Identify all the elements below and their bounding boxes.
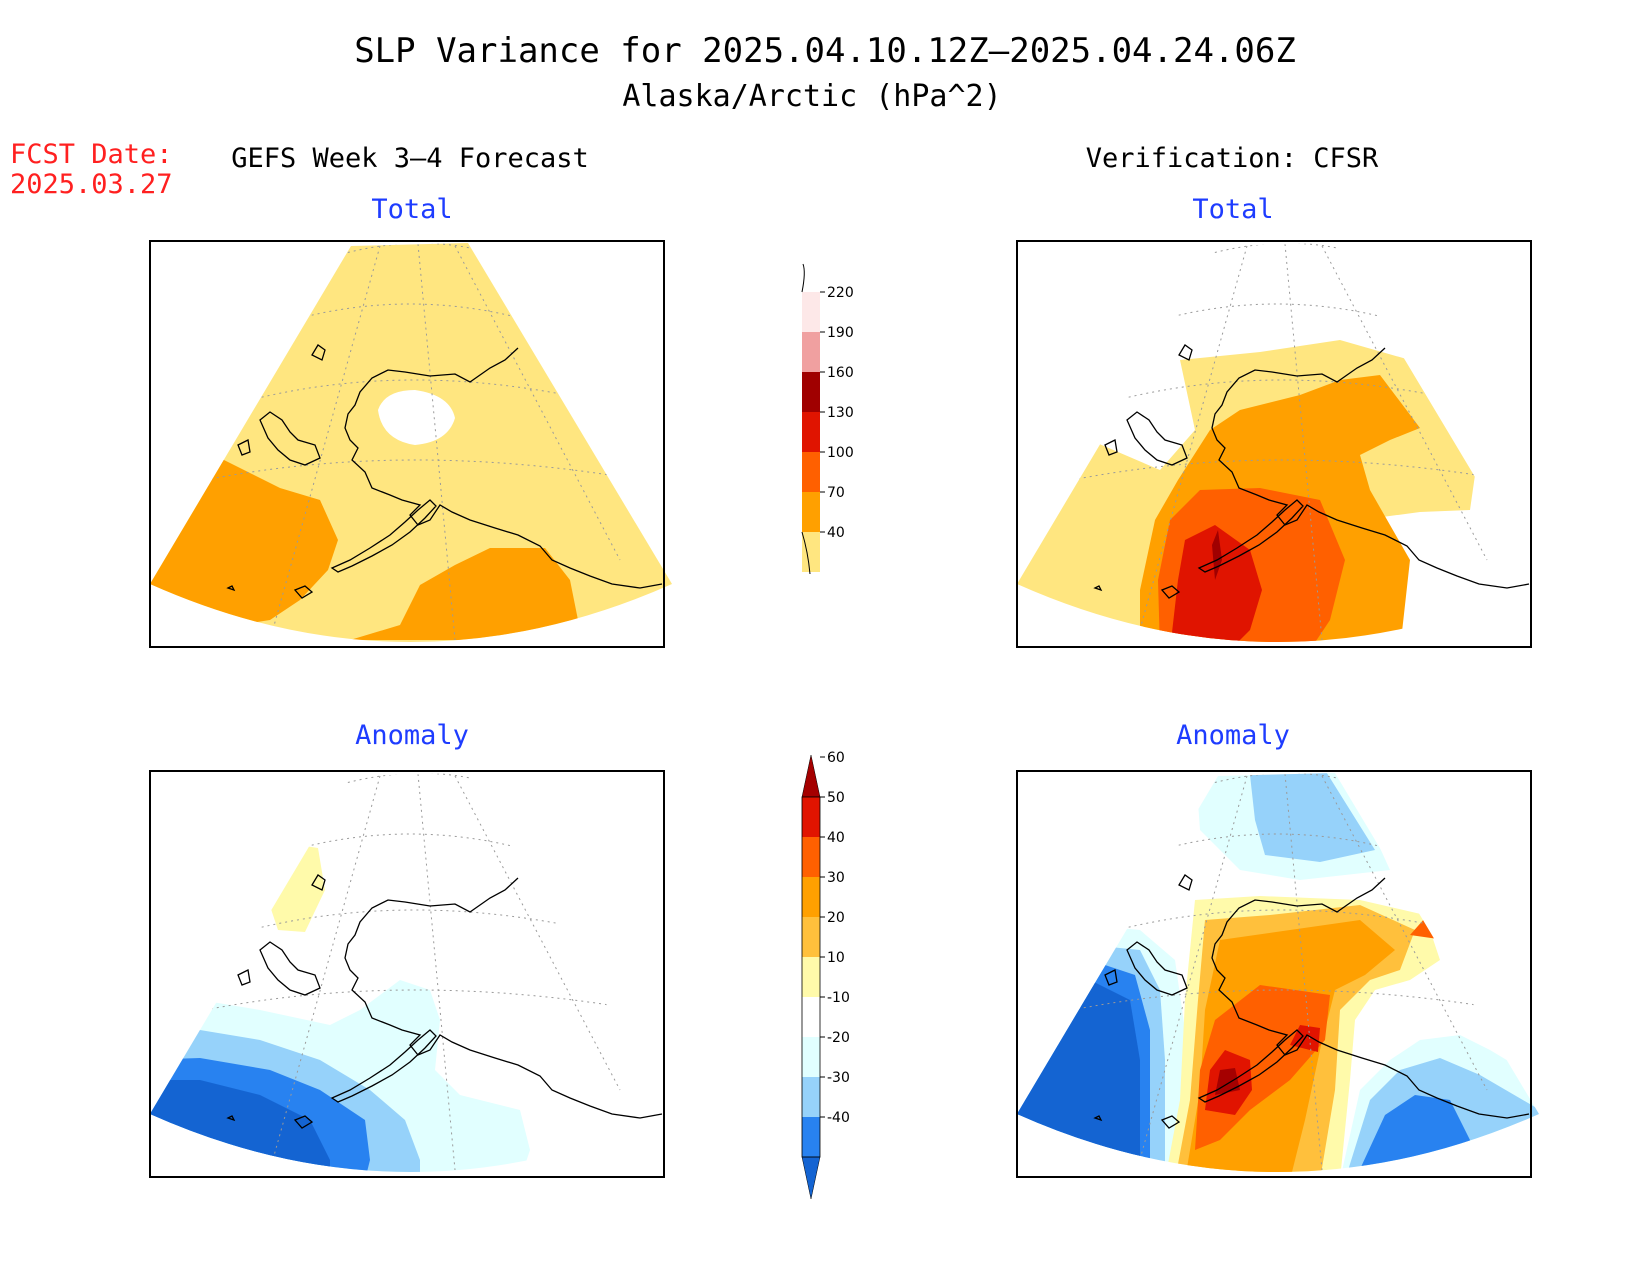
panel-verification-anomaly: [1016, 770, 1539, 1178]
total-colorbar: 40 70 100 130 160 190 220: [801, 263, 854, 575]
total-colorbar-tick-label: 100: [827, 445, 854, 461]
total-colorbar-tick-label: 70: [827, 485, 845, 501]
panel-title-tr: Total: [1192, 194, 1273, 225]
total-colorbar-swatch: [802, 532, 820, 572]
anomaly-colorbar-tick-label: -30: [827, 1070, 850, 1086]
fcst-date: 2025.03.27: [10, 169, 173, 200]
total-colorbar-swatch: [802, 452, 820, 492]
anomaly-colorbar-swatch: [802, 957, 820, 997]
total-colorbar-swatch: [802, 492, 820, 532]
anomaly-colorbar-end-bottom: [801, 1156, 821, 1200]
anomaly-colorbar-swatch: [802, 917, 820, 957]
anomaly-colorbar: -40 -30 -20 -10 10 20 30 40 50 60: [801, 750, 850, 1200]
total-colorbar-swatch: [802, 292, 820, 332]
anomaly-colorbar-tick-label: 10: [827, 950, 845, 966]
anomaly-colorbar-tick-label: 40: [827, 830, 845, 846]
anomaly-colorbar-swatch: [802, 1077, 820, 1117]
map-frame: [1016, 770, 1532, 1178]
anomaly-colorbar-tick-label: 30: [827, 870, 845, 886]
panel-title-bl: Anomaly: [355, 720, 469, 751]
anomaly-colorbar-tick-label: -10: [827, 990, 850, 1006]
total-colorbar-swatch: [802, 332, 820, 372]
left-header: GEFS Week 3–4 Forecast: [231, 143, 589, 174]
anomaly-colorbar-swatch: [802, 1117, 820, 1157]
fcst-label: FCST Date:: [10, 139, 173, 170]
total-colorbar-tick-label: 190: [827, 325, 854, 341]
anomaly-colorbar-swatch: [802, 877, 820, 917]
map-frame: [1016, 240, 1532, 648]
right-header: Verification: CFSR: [1086, 143, 1379, 174]
anomaly-colorbar-end-top: [801, 754, 821, 798]
anomaly-colorbar-tick-label: -20: [827, 1030, 850, 1046]
panel-verification-total: [1016, 240, 1539, 648]
total-colorbar-end-bottom: [801, 531, 811, 575]
panel-title-br: Anomaly: [1176, 720, 1290, 751]
total-colorbar-tick-label: 40: [827, 525, 845, 541]
anomaly-colorbar-swatch: [802, 797, 820, 837]
anomaly-colorbar-tick-label: 60: [827, 750, 845, 766]
anomaly-colorbar-frame: [801, 796, 821, 1158]
total-colorbar-tick-label: 160: [827, 365, 854, 381]
main-subtitle: Alaska/Arctic (hPa^2): [622, 79, 1001, 114]
total-colorbar-swatch: [802, 412, 820, 452]
total-colorbar-end-top: [801, 263, 805, 293]
anomaly-colorbar-tick-label: 20: [827, 910, 845, 926]
map-frame: [149, 240, 665, 648]
panel-forecast-anomaly: [149, 770, 672, 1178]
anomaly-colorbar-swatch: [802, 837, 820, 877]
map-frame: [149, 770, 665, 1178]
panel-title-tl: Total: [371, 194, 452, 225]
anomaly-colorbar-tick-label: -40: [827, 1110, 850, 1126]
total-colorbar-tick-label: 130: [827, 405, 854, 421]
total-colorbar-tick-label: 220: [827, 285, 854, 301]
total-colorbar-swatch: [802, 372, 820, 412]
panel-forecast-total: [149, 240, 672, 648]
anomaly-colorbar-swatch: [802, 1037, 820, 1077]
main-title: SLP Variance for 2025.04.10.12Z–2025.04.…: [354, 31, 1296, 71]
anomaly-colorbar-tick-label: 50: [827, 790, 845, 806]
anomaly-colorbar-swatch: [802, 997, 820, 1037]
